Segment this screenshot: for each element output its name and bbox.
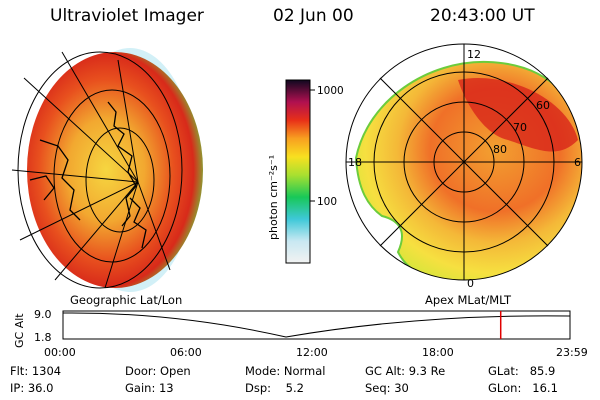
colorbar-tick-100: 100 [317, 196, 337, 208]
seq-info: Seq: 30 [365, 381, 409, 395]
dsp-value: 5.2 [285, 381, 304, 395]
altitude-timeline: GC Alt 9.0 1.8 00:00 06:00 12:00 18:00 2… [13, 308, 588, 359]
seq-value: 30 [394, 381, 409, 395]
x-tick-0000: 00:00 [44, 346, 76, 359]
x-tick-2359: 23:59 [556, 346, 588, 359]
colorbar-tick-1000: 1000 [317, 85, 344, 97]
gcalt-info: GC Alt: 9.3 Re [365, 364, 446, 378]
colorbar: 1000 100 photon cm⁻²s⁻¹ [267, 79, 344, 264]
geographic-label: Geographic Lat/Lon [70, 293, 183, 307]
ip-value: 36.0 [27, 381, 54, 395]
polar-plot: 12 18 6 0 60 70 80 [345, 43, 583, 290]
dsp-info: Dsp: 5.2 [245, 381, 304, 395]
mode-info: Mode: Normal [245, 364, 326, 378]
flight-info: Flt: 1304 [10, 364, 62, 378]
mlat-label-70: 70 [513, 121, 527, 134]
mlat-label-80: 80 [493, 143, 507, 156]
time-label: 20:43:00 UT [430, 6, 535, 26]
mlt-label-0: 0 [467, 277, 474, 290]
geographic-image [11, 48, 203, 292]
x-tick-1200: 12:00 [296, 346, 328, 359]
mlat-label-60: 60 [536, 99, 550, 112]
glon-info: GLon: 16.1 [488, 381, 558, 395]
instrument-title: Ultraviolet Imager [50, 6, 204, 26]
date-label: 02 Jun 00 [273, 6, 354, 26]
x-tick-1800: 18:00 [422, 346, 454, 359]
door-value: Open [159, 364, 191, 378]
gain-value: 13 [158, 381, 174, 395]
door-info: Door: Open [125, 364, 191, 378]
glon-value: 16.1 [532, 381, 558, 395]
mlt-label-18: 18 [348, 156, 362, 169]
flt-value: 1304 [31, 364, 62, 378]
timeline-ylabel: GC Alt [13, 313, 26, 348]
glat-value: 85.9 [529, 364, 556, 378]
y-tick-9: 9.0 [34, 308, 52, 321]
colorbar-unit-label: photon cm⁻²s⁻¹ [267, 155, 280, 240]
gain-info: Gain: 13 [125, 381, 174, 395]
mode-value: Normal [283, 364, 326, 378]
gcalt-value: 9.3 Re [408, 364, 446, 378]
ip-info: IP: 36.0 [10, 381, 54, 395]
glat-info: GLat: 85.9 [488, 364, 556, 378]
mlt-label-12: 12 [467, 48, 481, 61]
x-tick-0600: 06:00 [170, 346, 202, 359]
mlt-label-6: 6 [574, 156, 581, 169]
apex-label: Apex MLat/MLT [425, 293, 512, 307]
y-tick-1.8: 1.8 [34, 331, 52, 344]
